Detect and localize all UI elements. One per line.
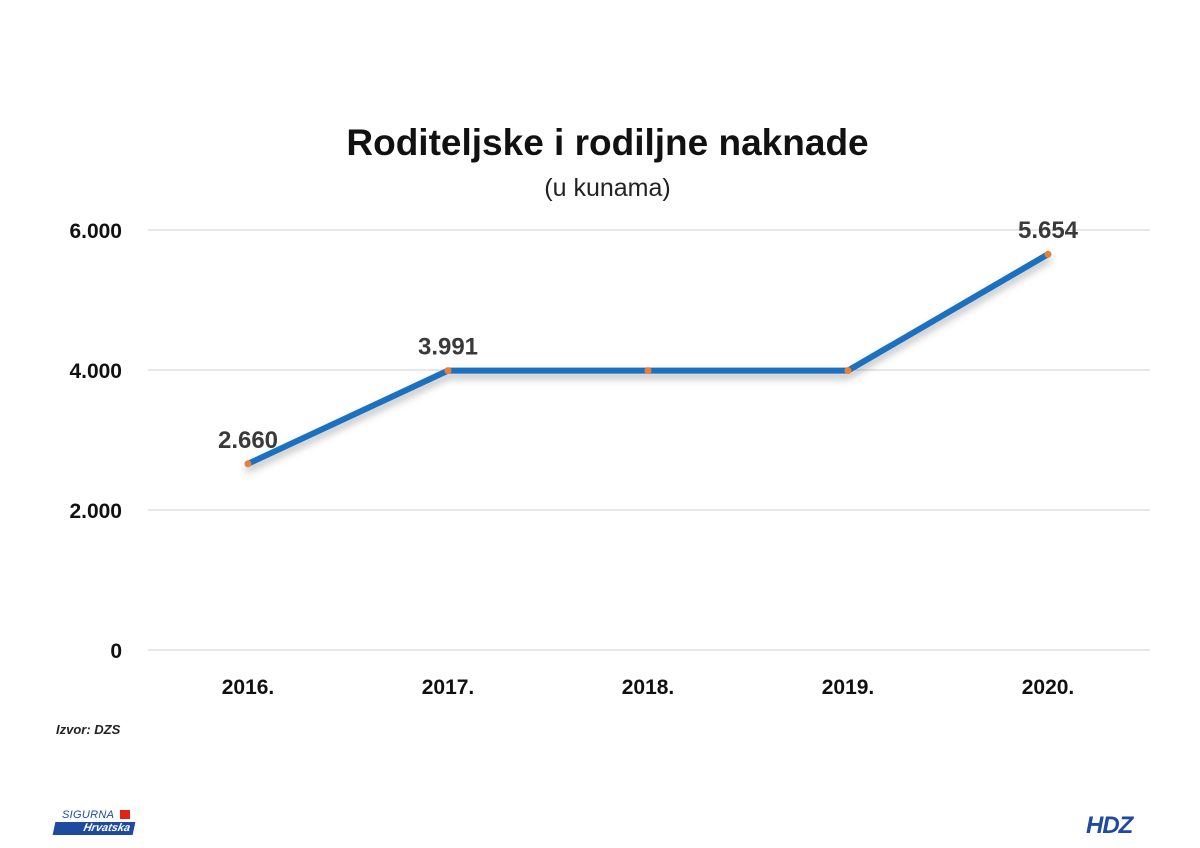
chart-title: Roditeljske i rodiljne naknade (346, 122, 869, 163)
sigurna-hrvatska-logo: SIGURNA Hrvatska (52, 808, 138, 836)
data-point (1044, 250, 1052, 258)
data-point (644, 367, 652, 375)
data-point (244, 460, 252, 468)
x-tick-label: 2018. (622, 676, 675, 699)
series-line-0 (245, 251, 1051, 467)
chart-subtitle: (u kunama) (544, 174, 671, 202)
data-point (444, 367, 452, 375)
data-point (844, 367, 852, 375)
y-axis-ticks: 0 2.000 4.000 6.000 (69, 220, 122, 663)
y-tick-label: 0 (110, 640, 122, 663)
x-tick-label: 2019. (822, 676, 875, 699)
data-label: 5.654 (1018, 217, 1079, 244)
logo-red-square (120, 810, 130, 819)
x-axis-ticks: 2016. 2017. 2018. 2019. 2020. (222, 676, 1075, 699)
y-tick-label: 4.000 (69, 360, 122, 383)
data-labels: 2.660 3.991 5.654 (218, 217, 1079, 454)
y-tick-label: 6.000 (69, 220, 122, 243)
logo-left-line2: Hrvatska (52, 822, 136, 835)
x-tick-label: 2020. (1022, 676, 1075, 699)
y-tick-label: 2.000 (69, 500, 122, 523)
source-note: Izvor: DZS (56, 722, 121, 737)
data-label: 3.991 (418, 334, 478, 361)
hdz-logo: HDZ (1086, 812, 1133, 839)
logo-left-line1: SIGURNA (62, 809, 115, 821)
data-label: 2.660 (218, 427, 278, 454)
x-tick-label: 2016. (222, 676, 275, 699)
series-layer (244, 250, 1052, 468)
x-tick-label: 2017. (422, 676, 475, 699)
